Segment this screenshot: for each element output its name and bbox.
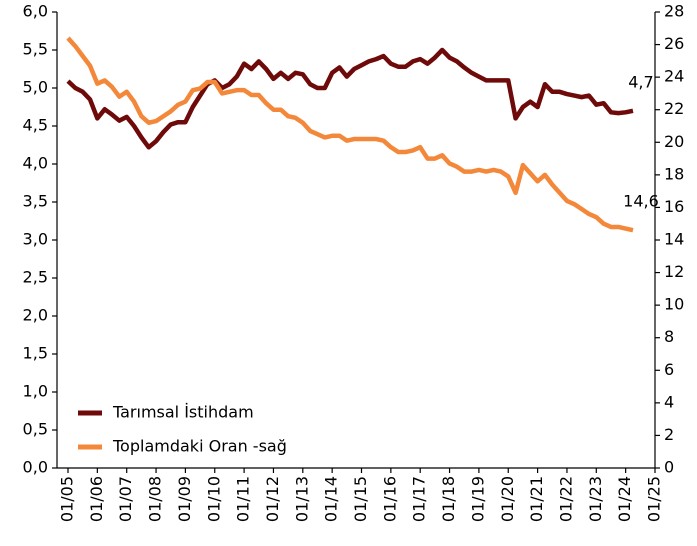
x-tick-label: 01/07	[116, 476, 135, 522]
x-tick-label: 01/10	[204, 476, 223, 522]
y2-tick-label: 24	[664, 67, 684, 86]
x-tick-label: 01/09	[175, 476, 194, 522]
x-tick-label: 01/22	[556, 476, 575, 522]
y2-tick-label: 20	[664, 132, 684, 151]
x-tick-label: 01/05	[58, 476, 77, 522]
series-line	[66, 36, 634, 233]
y-tick-label: 3,0	[23, 230, 48, 249]
annotation: 14,6	[623, 192, 659, 211]
y2-tick-label: 22	[664, 99, 684, 118]
y-tick-label: 3,5	[23, 192, 48, 211]
x-tick-label: 01/19	[468, 476, 487, 522]
x-tick-label: 01/25	[645, 476, 664, 522]
x-tick-label: 01/24	[615, 476, 634, 522]
y-tick-label: 4,5	[23, 116, 48, 135]
y2-tick-label: 28	[664, 2, 684, 21]
y-tick-label: 5,0	[23, 78, 48, 97]
x-tick-label: 01/18	[439, 476, 458, 522]
x-tick-label: 01/13	[292, 476, 311, 522]
y2-tick-label: 18	[664, 164, 684, 183]
x-tick-label: 01/11	[234, 476, 253, 522]
x-tick-label: 01/14	[322, 476, 341, 522]
y-tick-label: 4,0	[23, 154, 48, 173]
y2-tick-label: 8	[664, 327, 674, 346]
y2-tick-label: 6	[664, 360, 674, 379]
y2-tick-label: 12	[664, 262, 684, 281]
y-tick-label: 2,5	[23, 268, 48, 287]
x-tick-label: 01/17	[410, 476, 429, 522]
y-tick-label: 6,0	[23, 2, 48, 21]
x-tick-label: 01/20	[498, 476, 517, 522]
legend-label: Tarımsal İstihdam	[112, 403, 254, 422]
y-tick-label: 1,0	[23, 382, 48, 401]
x-tick-label: 01/12	[263, 476, 282, 522]
y-tick-label: 0,5	[23, 420, 48, 439]
y2-tick-label: 14	[664, 230, 684, 249]
y2-tick-label: 0	[664, 458, 674, 477]
y2-tick-label: 26	[664, 34, 684, 53]
y-tick-label: 2,0	[23, 306, 48, 325]
x-tick-label: 01/08	[146, 476, 165, 522]
x-tick-label: 01/21	[527, 476, 546, 522]
series-line	[66, 47, 634, 150]
y2-tick-label: 16	[664, 197, 684, 216]
y-tick-label: 1,5	[23, 344, 48, 363]
x-tick-label: 01/06	[87, 476, 106, 522]
x-tick-label: 01/23	[586, 476, 605, 522]
legend-label: Toplamdaki Oran -sağ	[112, 437, 287, 456]
x-tick-label: 01/15	[351, 476, 370, 522]
x-tick-label: 01/16	[380, 476, 399, 522]
y-tick-label: 5,5	[23, 40, 48, 59]
annotation: 4,7	[628, 72, 653, 91]
y2-tick-label: 10	[664, 295, 684, 314]
y-tick-label: 0,0	[23, 458, 48, 477]
y2-tick-label: 2	[664, 425, 674, 444]
y2-tick-label: 4	[664, 392, 674, 411]
